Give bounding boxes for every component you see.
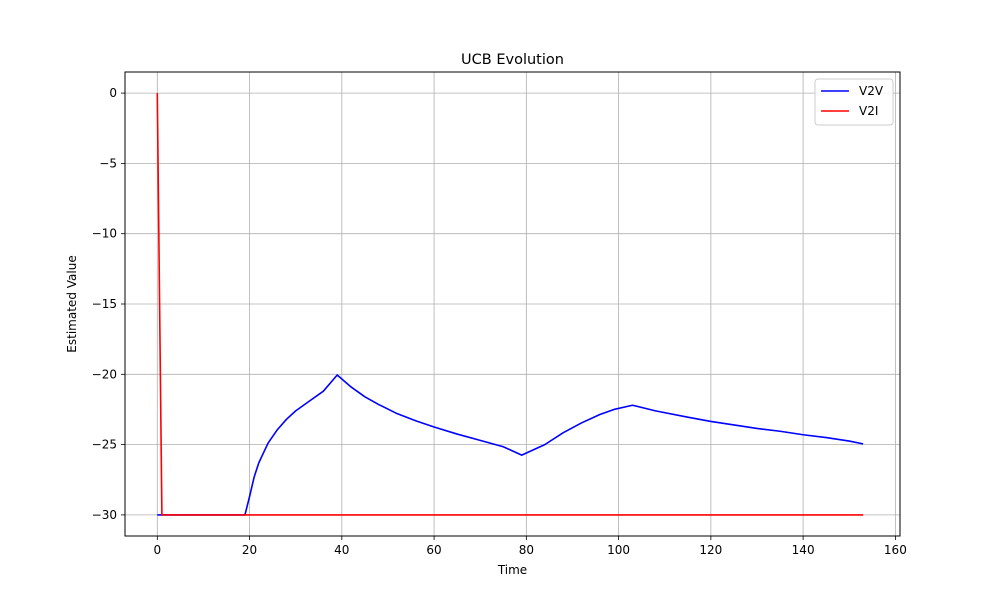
x-tick-label: 100 [607, 543, 630, 557]
legend-label: V2I [859, 104, 878, 118]
y-tick-label: −25 [92, 438, 117, 452]
legend-label: V2V [859, 84, 884, 98]
y-tick-label: −5 [99, 156, 117, 170]
x-axis-label: Time [497, 563, 527, 577]
x-tick-label: 120 [699, 543, 722, 557]
axis-ticks: 0 20 40 60 80 100 120 140 160 0 −5 −10 −15 −20 −25 −30 [92, 86, 907, 557]
x-tick-label: 80 [519, 543, 534, 557]
x-tick-label: 140 [792, 543, 815, 557]
series-lines [156, 93, 864, 516]
x-tick-label: 20 [242, 543, 257, 557]
y-tick-label: −10 [92, 227, 117, 241]
x-tick-label: 40 [334, 543, 349, 557]
series-line-v2v [157, 374, 864, 516]
x-tick-label: 60 [426, 543, 441, 557]
x-tick-label: 0 [153, 543, 161, 557]
chart-title: UCB Evolution [461, 52, 564, 68]
y-tick-label: −15 [92, 297, 117, 311]
y-tick-label: −30 [92, 508, 117, 522]
x-tick-label: 160 [884, 543, 907, 557]
series-line-v2i [156, 93, 864, 516]
grid [125, 72, 900, 536]
y-axis-label: Estimated Value [65, 255, 79, 352]
y-tick-label: 0 [109, 86, 117, 100]
y-tick-label: −20 [92, 367, 117, 381]
